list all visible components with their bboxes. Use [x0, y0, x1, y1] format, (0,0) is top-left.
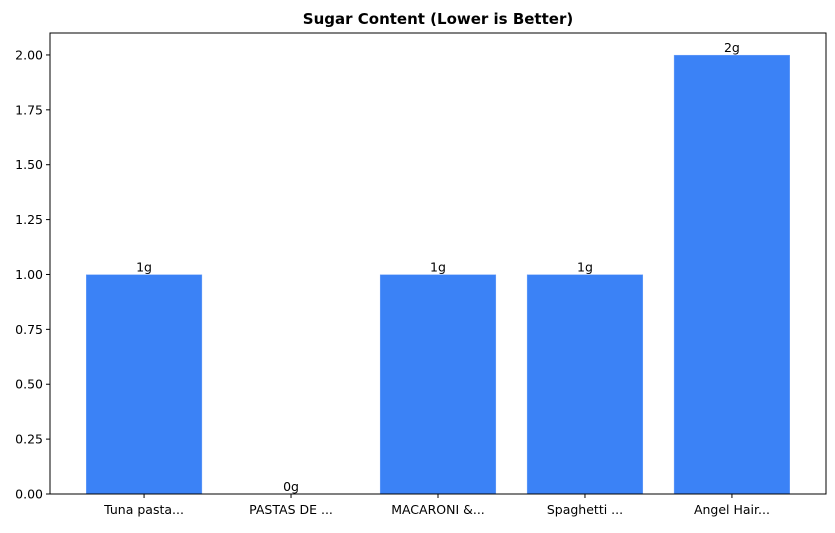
y-tick-label: 0.75 [15, 322, 43, 337]
data-label: 1g [136, 259, 152, 274]
chart-title: Sugar Content (Lower is Better) [303, 10, 573, 28]
y-tick-label: 1.25 [15, 212, 43, 227]
plot-frame [49, 32, 827, 495]
x-tick-label: Spaghetti ... [547, 502, 623, 517]
x-tick-label: Angel Hair... [694, 502, 770, 517]
y-tick-label: 1.00 [15, 267, 43, 282]
x-tick-label: Tuna pasta... [103, 502, 184, 517]
data-label: 2g [724, 40, 740, 55]
data-label: 0g [283, 479, 299, 494]
data-label: 1g [430, 259, 446, 274]
x-tick-label: MACARONI &... [391, 502, 485, 517]
y-tick-label: 1.50 [15, 157, 43, 172]
bar [526, 273, 644, 495]
y-tick-label: 0.25 [15, 432, 43, 447]
bar [85, 273, 203, 495]
y-tick-label: 2.00 [15, 47, 43, 62]
y-tick-label: 1.75 [15, 102, 43, 117]
x-tick-label: PASTAS DE ... [249, 502, 333, 517]
y-tick-label: 0.50 [15, 377, 43, 392]
bar [379, 273, 497, 495]
data-label: 1g [577, 259, 593, 274]
bar [673, 54, 791, 495]
y-tick-label: 0.00 [15, 487, 43, 502]
